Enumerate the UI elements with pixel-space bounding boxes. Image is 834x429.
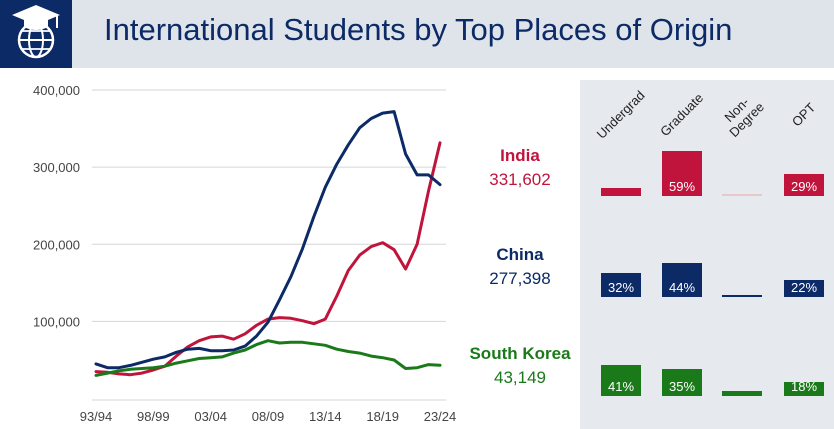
country-label: China 277,398 [440,245,600,289]
country-label: South Korea 43,149 [440,344,600,388]
breakdown-percent: 59% [668,179,696,194]
y-tick-label: 200,000 [33,237,80,252]
breakdown-bar [784,280,824,297]
breakdown-bar [722,391,762,396]
header-bar: International Students by Top Places of … [0,0,834,68]
series-line-south-korea [94,339,442,377]
page-title: International Students by Top Places of … [104,12,733,47]
x-tick-label: 98/99 [137,409,170,424]
breakdown-bar [601,273,641,297]
breakdown-bar [784,174,824,196]
x-tick-label: 03/04 [194,409,227,424]
logo [0,0,72,68]
country-total: 277,398 [489,269,551,288]
country-name: China [496,245,544,264]
breakdown-bar [784,382,824,396]
breakdown-bar [722,295,762,297]
x-tick-label: 23/24 [424,409,457,424]
line-chart: 100,000 200,000 300,000 400,000 93/94 98/99 03… [33,83,457,424]
y-tick-label: 400,000 [33,83,80,98]
country-name: South Korea [469,344,571,363]
y-tick-label: 300,000 [33,160,80,175]
country-total: 331,602 [489,170,551,189]
country-label: India 331,602 [440,146,600,190]
series-line-china [94,110,442,370]
breakdown-bar [662,369,702,396]
x-tick-label: 08/09 [252,409,285,424]
y-tick-label: 100,000 [33,314,80,329]
breakdown-bar [601,365,641,396]
graduation-cap-globe-icon [12,5,60,59]
x-tick-label: 18/19 [366,409,399,424]
breakdown-percent: 18% [790,379,818,394]
breakdown-bar [722,194,762,196]
x-tick-label: 93/94 [80,409,113,424]
breakdown-percent: 41% [607,379,635,394]
breakdown-bar [601,188,641,196]
breakdown-percent: 35% [668,379,696,394]
breakdown-percent: 22% [790,280,818,295]
x-tick-label: 13/14 [309,409,342,424]
breakdown-percent: 44% [668,280,696,295]
breakdown-bar [662,151,702,196]
country-total: 43,149 [494,368,546,387]
breakdown-percent: 32% [607,280,635,295]
breakdown-bar [662,263,702,297]
breakdown-percent: 29% [790,179,818,194]
country-name: India [500,146,540,165]
